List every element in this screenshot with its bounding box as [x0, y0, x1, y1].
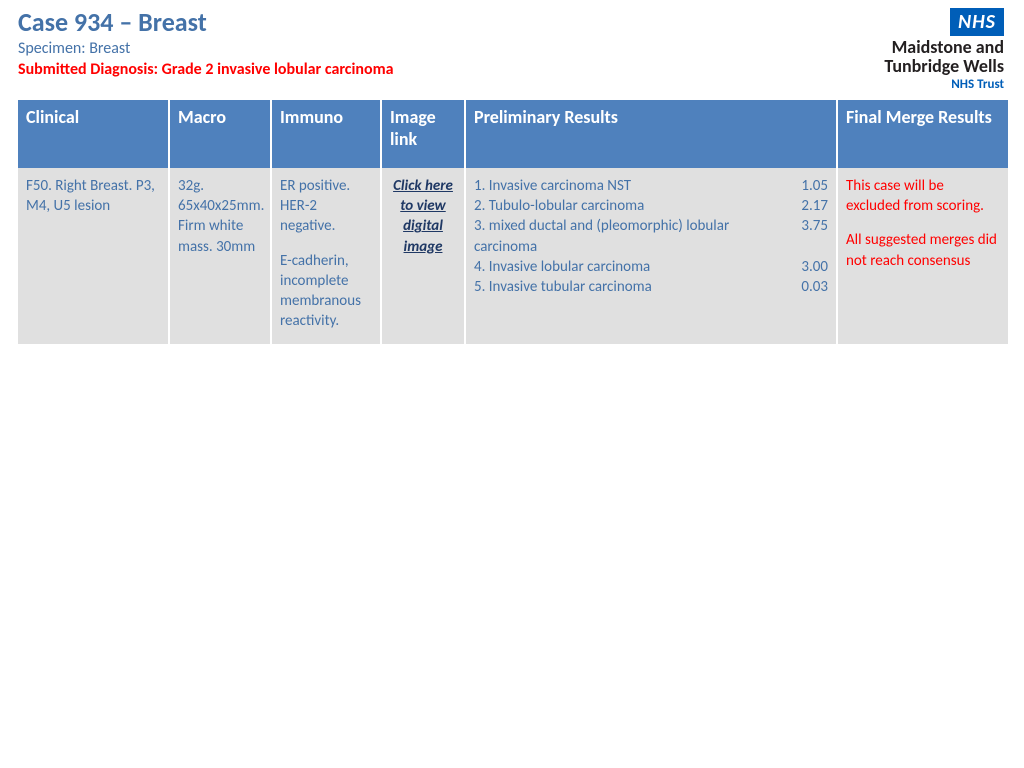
case-title: Case 934 – Breast — [18, 8, 884, 37]
final-para-1: This case will be excluded from scoring. — [846, 176, 1000, 217]
trust-name-line2: Tunbridge Wells — [884, 57, 1004, 76]
prelim-label: 4. Invasive lobular carcinoma — [474, 257, 788, 277]
macro-cell: 32g. 65x40x25mm. Firm white mass. 30mm — [170, 168, 270, 344]
prelim-label: 1. Invasive carcinoma NST — [474, 176, 788, 196]
prelim-score: 2.17 — [788, 196, 828, 216]
prelim-row: 4. Invasive lobular carcinoma 3.00 — [474, 257, 828, 277]
prelim-row: 1. Invasive carcinoma NST 1.05 — [474, 176, 828, 196]
image-link-cell: Click here to view digital image — [382, 168, 464, 344]
col-header-final: Final Merge Results — [838, 100, 1008, 168]
specimen-line: Specimen: Breast — [18, 39, 884, 58]
prelim-row: 3. mixed ductal and (pleomorphic) lobula… — [474, 216, 828, 257]
submitted-diagnosis: Submitted Diagnosis: Grade 2 invasive lo… — [18, 60, 884, 79]
prelim-score: 3.75 — [788, 216, 828, 236]
case-table: Clinical Macro Immuno Image link Prelimi… — [16, 100, 1010, 344]
table-row: F50. Right Breast. P3, M4, U5 lesion 32g… — [18, 168, 1008, 344]
final-para-2: All suggested merges did not reach conse… — [846, 230, 1000, 271]
prelim-row: 5. Invasive tubular carcinoma 0.03 — [474, 277, 828, 297]
view-digital-image-link[interactable]: Click here to view digital image — [390, 176, 456, 257]
immuno-cell: ER positive. HER-2 negative. E-cadherin,… — [272, 168, 380, 344]
prelim-label: 3. mixed ductal and (pleomorphic) lobula… — [474, 216, 788, 257]
col-header-immuno: Immuno — [272, 100, 380, 168]
immuno-para-2: E-cadherin, incomplete membranous reacti… — [280, 251, 372, 332]
col-header-image: Image link — [382, 100, 464, 168]
prelim-score: 3.00 — [788, 257, 828, 277]
nhs-badge: NHS — [950, 8, 1004, 36]
prelim-score: 0.03 — [788, 277, 828, 297]
prelim-score: 1.05 — [788, 176, 828, 196]
prelim-label: 5. Invasive tubular carcinoma — [474, 277, 788, 297]
trust-subline: NHS Trust — [884, 77, 1004, 92]
prelim-row: 2. Tubulo-lobular carcinoma 2.17 — [474, 196, 828, 216]
col-header-prelim: Preliminary Results — [466, 100, 836, 168]
immuno-para-1: ER positive. HER-2 negative. — [280, 176, 372, 237]
prelim-results-cell: 1. Invasive carcinoma NST 1.05 2. Tubulo… — [466, 168, 836, 344]
col-header-macro: Macro — [170, 100, 270, 168]
col-header-clinical: Clinical — [18, 100, 168, 168]
clinical-cell: F50. Right Breast. P3, M4, U5 lesion — [18, 168, 168, 344]
final-merge-cell: This case will be excluded from scoring.… — [838, 168, 1008, 344]
prelim-label: 2. Tubulo-lobular carcinoma — [474, 196, 788, 216]
table-header-row: Clinical Macro Immuno Image link Prelimi… — [18, 100, 1008, 168]
nhs-trust-logo: NHS Maidstone and Tunbridge Wells NHS Tr… — [884, 8, 1006, 92]
